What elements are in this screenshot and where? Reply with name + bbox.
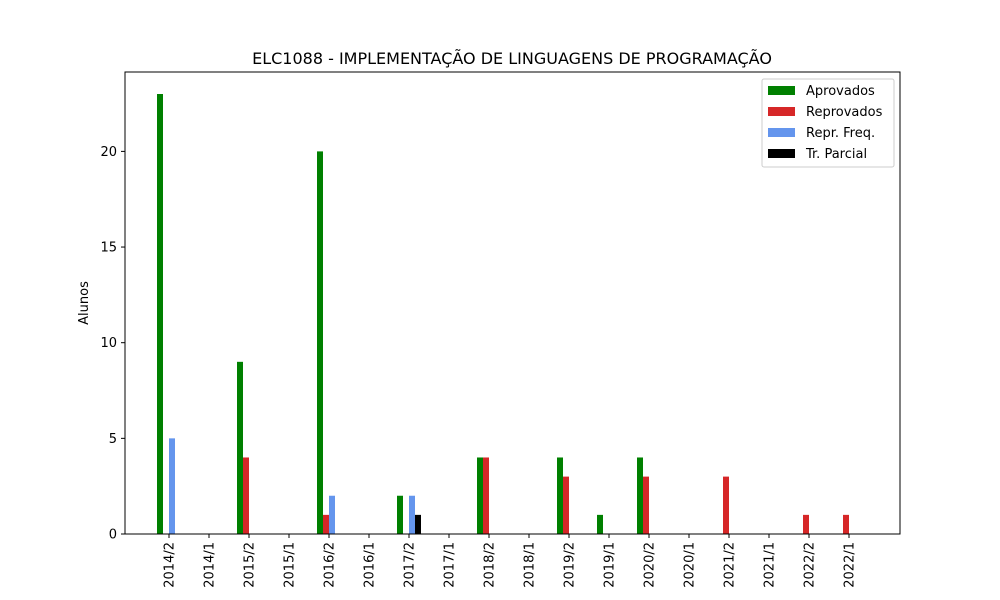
x-tick-label-2016-1: 2016/1 [363,542,378,588]
y-tick-label-5: 5 [109,432,117,447]
bar-reprovados-2018-2 [483,457,489,534]
x-tick-label-2017-1: 2017/1 [443,542,458,588]
legend-swatch-tr-parcial [768,149,795,158]
bar-repr-freq--2014-2 [169,438,175,534]
bar-tr-parcial-2017-2 [415,514,421,534]
axes-layer: 0 5 10 15 20 2014/2 2014/1 2015/2 2015/1 2016/2 20… [100,71,901,588]
bar-reprovados-2019-2 [563,476,569,534]
bar-aprovados-2019-1 [597,514,603,534]
x-tick-label-2016-2: 2016/2 [323,542,338,588]
bar-aprovados-2016-2 [317,151,323,535]
y-axis-label: Alunos [77,281,92,325]
legend-label-aprovados: Aprovados [806,84,875,99]
x-tick-label-2020-2: 2020/2 [643,542,658,588]
bars-layer [157,94,849,535]
bar-repr-freq--2016-2 [329,495,335,534]
legend: Aprovados Reprovados Repr. Freq. Tr. Parcia… [761,78,895,168]
legend-label-repr-freq-: Repr. Freq. [806,126,875,141]
x-tick-label-2022-2: 2022/2 [803,542,818,588]
y-tick-label-10: 10 [100,336,117,351]
legend-label-tr-parcial: Tr. Parcial [805,147,867,162]
x-tick-label-2020-1: 2020/1 [683,542,698,588]
chart-title: ELC1088 - IMPLEMENTAÇÃO DE LINGUAGENS DE… [252,49,772,68]
bar-aprovados-2018-2 [477,457,483,534]
legend-box [761,78,895,168]
bar-reprovados-2021-2 [723,476,729,534]
y-tick-label-15: 15 [100,241,117,256]
y-tick-label-20: 20 [100,145,117,160]
bar-aprovados-2019-2 [557,457,563,534]
bar-reprovados-2022-2 [803,514,809,534]
x-tick-label-2018-2: 2018/2 [483,542,498,588]
bar-reprovados-2016-2 [323,514,329,534]
bar-aprovados-2017-2 [397,495,403,534]
bar-reprovados-2015-2 [243,457,249,534]
x-tick-label-2015-2: 2015/2 [243,542,258,588]
bar-aprovados-2015-2 [237,361,243,534]
x-tick-label-2021-2: 2021/2 [723,542,738,588]
bar-aprovados-2014-2 [157,94,163,534]
y-tick-label-0: 0 [109,528,117,543]
x-tick-label-2017-2: 2017/2 [403,542,418,588]
x-tick-label-2021-1: 2021/1 [763,542,778,588]
legend-swatch-repr-freq- [768,128,795,137]
bar-reprovados-2022-1 [843,514,849,534]
x-tick-label-2019-1: 2019/1 [603,542,618,588]
plot-frame [124,71,901,535]
x-tick-label-2014-1: 2014/1 [203,542,218,588]
x-tick-label-2018-1: 2018/1 [523,542,538,588]
x-tick-label-2022-1: 2022/1 [843,542,858,588]
x-tick-label-2014-2: 2014/2 [163,542,178,588]
bar-reprovados-2020-2 [643,476,649,534]
bar-aprovados-2020-2 [637,457,643,534]
legend-swatch-reprovados [768,107,795,116]
x-tick-label-2019-2: 2019/2 [563,542,578,588]
legend-swatch-aprovados [768,86,795,95]
bar-repr-freq--2017-2 [409,495,415,534]
x-tick-label-2015-1: 2015/1 [283,542,298,588]
legend-label-reprovados: Reprovados [806,105,883,120]
